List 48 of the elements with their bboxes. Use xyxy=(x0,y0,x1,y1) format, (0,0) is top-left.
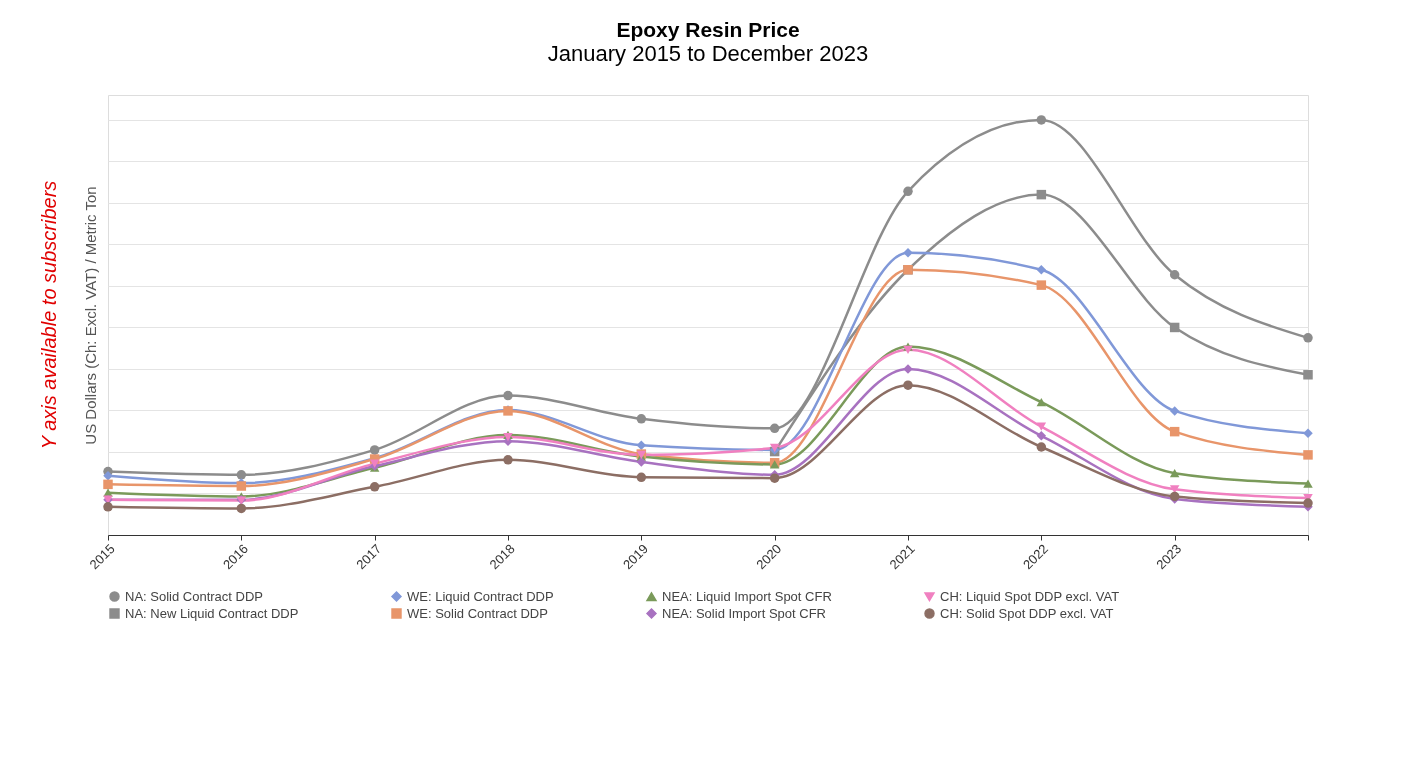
legend-label: CH: Liquid Spot DDP excl. VAT xyxy=(940,588,1120,604)
point xyxy=(1036,189,1047,200)
legend-label: WE: Liquid Contract DDP xyxy=(407,588,554,604)
point xyxy=(503,455,513,465)
y-axis-title: US Dollars (Ch: Excl. VAT) / Metric Ton xyxy=(81,186,99,445)
point xyxy=(236,503,247,514)
point xyxy=(636,472,647,483)
point xyxy=(103,470,113,481)
point xyxy=(1036,422,1047,431)
point xyxy=(1169,469,1180,478)
point xyxy=(503,390,513,401)
point xyxy=(1036,265,1047,275)
point xyxy=(1303,428,1313,439)
point xyxy=(1036,280,1047,290)
point xyxy=(103,479,113,490)
chart-title: Epoxy Resin Price xyxy=(616,18,800,41)
point xyxy=(1169,426,1180,437)
point xyxy=(1036,431,1047,441)
point xyxy=(1036,115,1047,125)
point xyxy=(1169,270,1180,280)
legend-label: CH: Solid Spot DDP excl. VAT xyxy=(940,605,1114,621)
point xyxy=(636,440,647,451)
point xyxy=(636,414,647,424)
chart-subtitle: January 2015 to December 2023 xyxy=(547,41,869,66)
point xyxy=(1303,498,1313,508)
point xyxy=(1036,442,1047,452)
point xyxy=(1303,479,1313,488)
legend-label: NEA: Solid Import Spot CFR xyxy=(662,605,826,621)
legend-label: NA: New Liquid Contract DDP xyxy=(125,605,299,621)
point xyxy=(1303,450,1313,460)
point xyxy=(636,457,647,467)
legend-label: NEA: Liquid Import Spot CFR xyxy=(662,588,832,604)
point xyxy=(369,445,380,455)
point xyxy=(1169,406,1180,416)
point xyxy=(903,247,913,258)
point xyxy=(1303,333,1313,343)
point xyxy=(236,470,247,480)
point xyxy=(903,186,913,197)
point xyxy=(369,482,380,492)
point xyxy=(1169,322,1180,333)
point xyxy=(1303,370,1313,380)
text: Y axis available to subscribers xyxy=(38,180,60,450)
legend-label: WE: Solid Contract DDP xyxy=(407,605,548,621)
point xyxy=(103,502,113,512)
legend-label: NA: Solid Contract DDP xyxy=(125,588,263,604)
point xyxy=(903,380,913,390)
point xyxy=(1036,398,1047,407)
point xyxy=(769,423,780,434)
